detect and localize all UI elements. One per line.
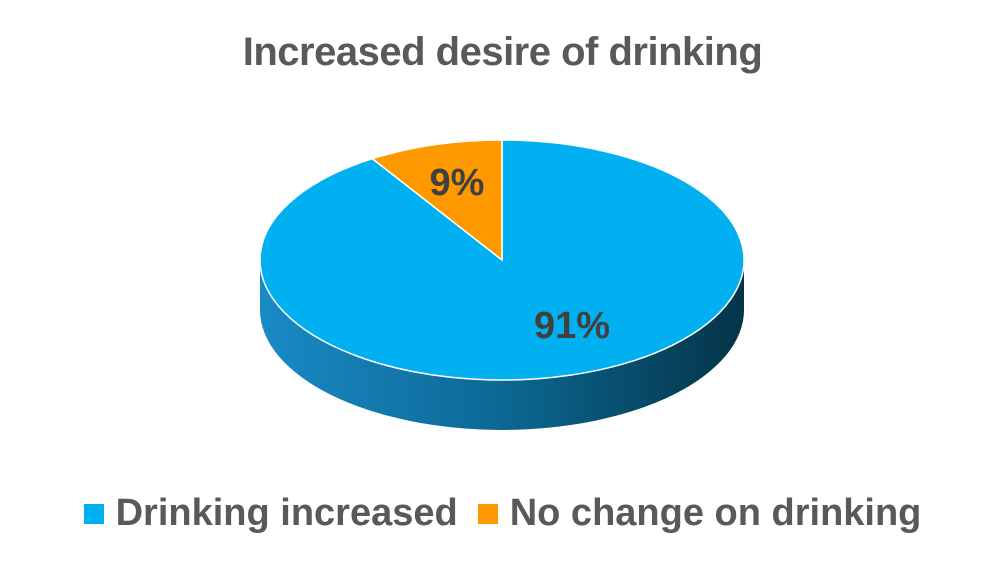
chart-title: Increased desire of drinking bbox=[242, 30, 763, 74]
pie-slice-no-change bbox=[370, 139, 503, 262]
legend-label-no-change: No change on drinking bbox=[509, 492, 922, 534]
pie-side-wall bbox=[260, 260, 744, 430]
chart-legend: Drinking increased No change on drinking bbox=[0, 492, 1005, 535]
legend-swatch-drinking-increased bbox=[83, 503, 104, 524]
legend-label-drinking-increased: Drinking increased bbox=[115, 492, 458, 534]
legend-item-no-change: No change on drinking bbox=[477, 492, 922, 535]
data-label-no-change: 9% bbox=[430, 162, 485, 204]
legend-swatch-no-change bbox=[477, 503, 498, 524]
legend-item-drinking-increased: Drinking increased bbox=[83, 492, 458, 535]
data-label-drinking-increased: 91% bbox=[534, 305, 610, 347]
